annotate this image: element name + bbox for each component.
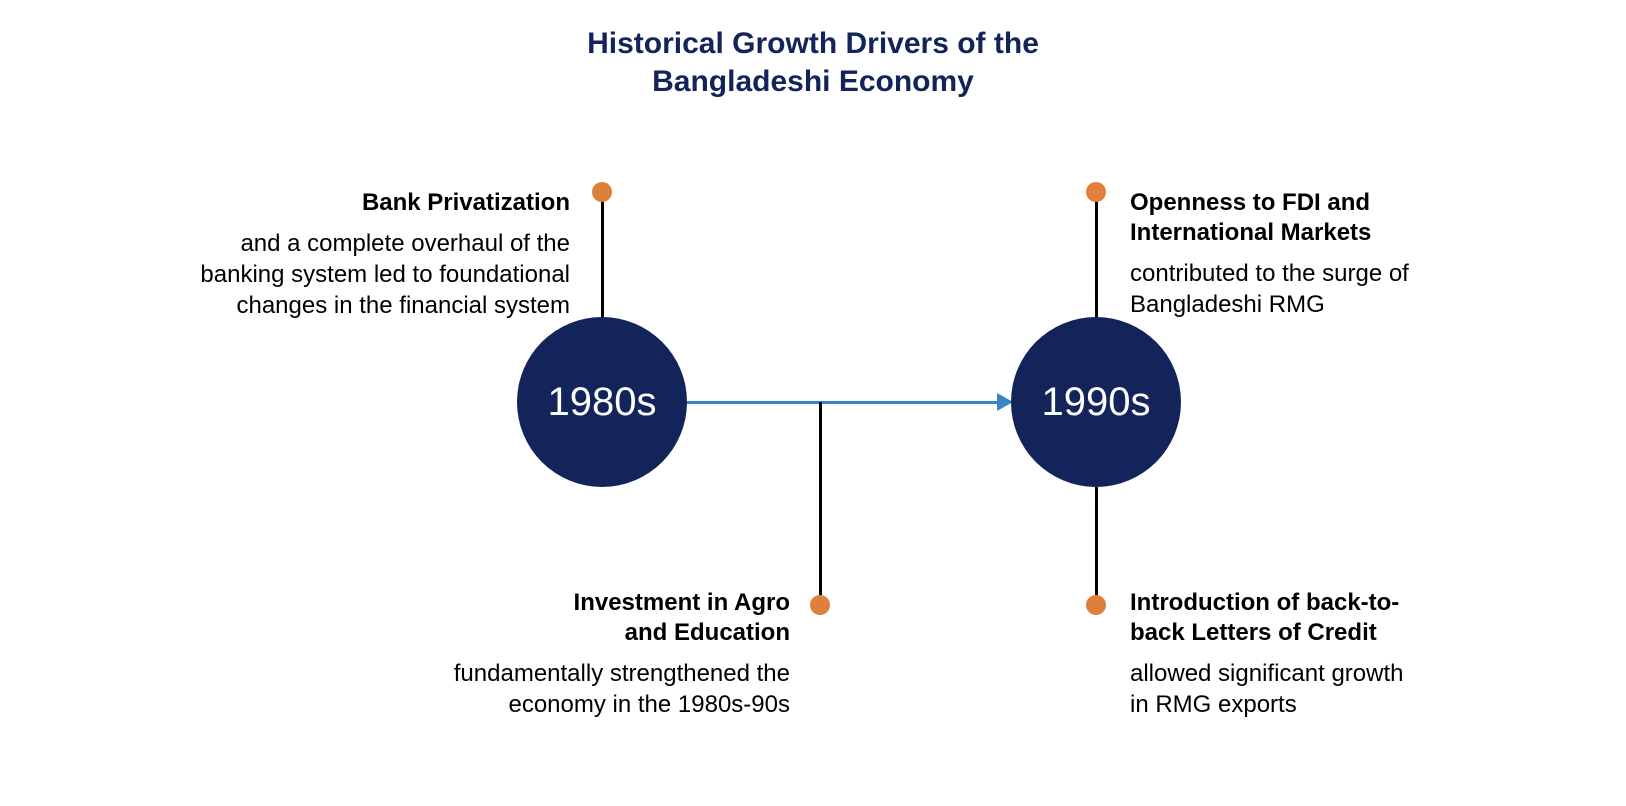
decade-1980s-circle: 1980s — [517, 317, 687, 487]
annotation-fdi: Openness to FDI and International Market… — [1130, 188, 1500, 320]
diagram-title: Historical Growth Drivers of the Banglad… — [587, 25, 1039, 100]
annotation-agro-header: Investment in Agro and Education — [430, 588, 790, 648]
annotation-agro-desc: fundamentally strengthened the economy i… — [430, 658, 790, 720]
connector-dot-bank — [592, 182, 612, 202]
timeline-arrow-line — [687, 401, 999, 404]
annotation-fdi-header: Openness to FDI and International Market… — [1130, 188, 1500, 248]
annotation-loc-desc: allowed significant growth in RMG export… — [1130, 658, 1500, 720]
connector-dot-loc — [1086, 595, 1106, 615]
connector-line-bank — [601, 192, 604, 317]
annotation-bank-desc: and a complete overhaul of the banking s… — [180, 228, 570, 322]
connector-dot-fdi — [1086, 182, 1106, 202]
annotation-bank-header: Bank Privatization — [180, 188, 570, 218]
annotation-loc: Introduction of back-to- back Letters of… — [1130, 588, 1500, 720]
decade-1990s-label: 1990s — [1042, 380, 1151, 425]
annotation-fdi-desc: contributed to the surge of Bangladeshi … — [1130, 258, 1500, 320]
annotation-loc-header: Introduction of back-to- back Letters of… — [1130, 588, 1500, 648]
decade-1980s-label: 1980s — [548, 380, 657, 425]
connector-line-agro — [819, 402, 822, 605]
annotation-agro: Investment in Agro and Education fundame… — [430, 588, 790, 720]
connector-line-loc — [1095, 487, 1098, 605]
decade-1990s-circle: 1990s — [1011, 317, 1181, 487]
connector-line-fdi — [1095, 192, 1098, 317]
connector-dot-agro — [810, 595, 830, 615]
annotation-bank: Bank Privatization and a complete overha… — [180, 188, 570, 322]
